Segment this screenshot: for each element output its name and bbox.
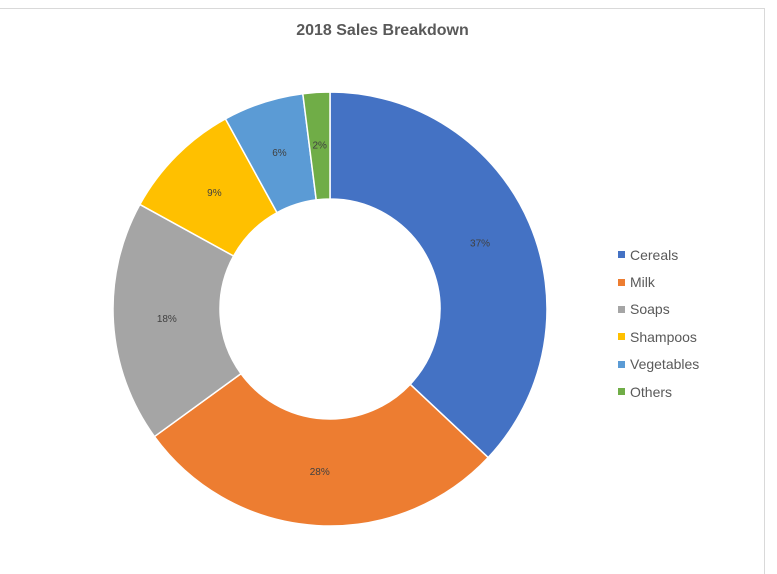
data-label-others: 2% [313, 140, 328, 151]
legend-item-soaps: Soaps [618, 296, 758, 323]
data-label-shampoos: 9% [207, 188, 222, 199]
data-label-vegetables: 6% [272, 148, 287, 159]
legend-swatch [618, 251, 625, 259]
legend-label: Shampoos [630, 328, 697, 345]
legend-swatch [618, 278, 625, 286]
legend-swatch [618, 305, 625, 313]
legend-label: Soaps [630, 301, 670, 318]
legend-label: Milk [630, 274, 655, 291]
legend-item-others: Others [618, 378, 758, 405]
legend: Cereals Milk Soaps Shampoos Vegetables Others [618, 241, 758, 405]
legend-item-shampoos: Shampoos [618, 323, 758, 350]
chart-title: 2018 Sales Breakdown [296, 22, 469, 39]
slice-soaps [112, 203, 243, 438]
slice-cereals [329, 91, 548, 459]
legend-item-cereals: Cereals [618, 241, 758, 268]
slice-others [301, 91, 331, 201]
legend-item-vegetables: Vegetables [618, 351, 758, 378]
legend-swatch [618, 388, 625, 396]
data-label-cereals: 37% [470, 239, 490, 250]
legend-swatch [618, 360, 625, 368]
legend-label: Vegetables [630, 356, 700, 373]
legend-swatch [618, 333, 625, 341]
legend-label: Others [630, 383, 673, 400]
data-label-soaps: 18% [157, 314, 177, 325]
data-label-milk: 28% [310, 467, 330, 478]
legend-label: Cereals [630, 246, 679, 263]
slice-milk [153, 372, 490, 527]
legend-item-milk: Milk [618, 268, 758, 295]
